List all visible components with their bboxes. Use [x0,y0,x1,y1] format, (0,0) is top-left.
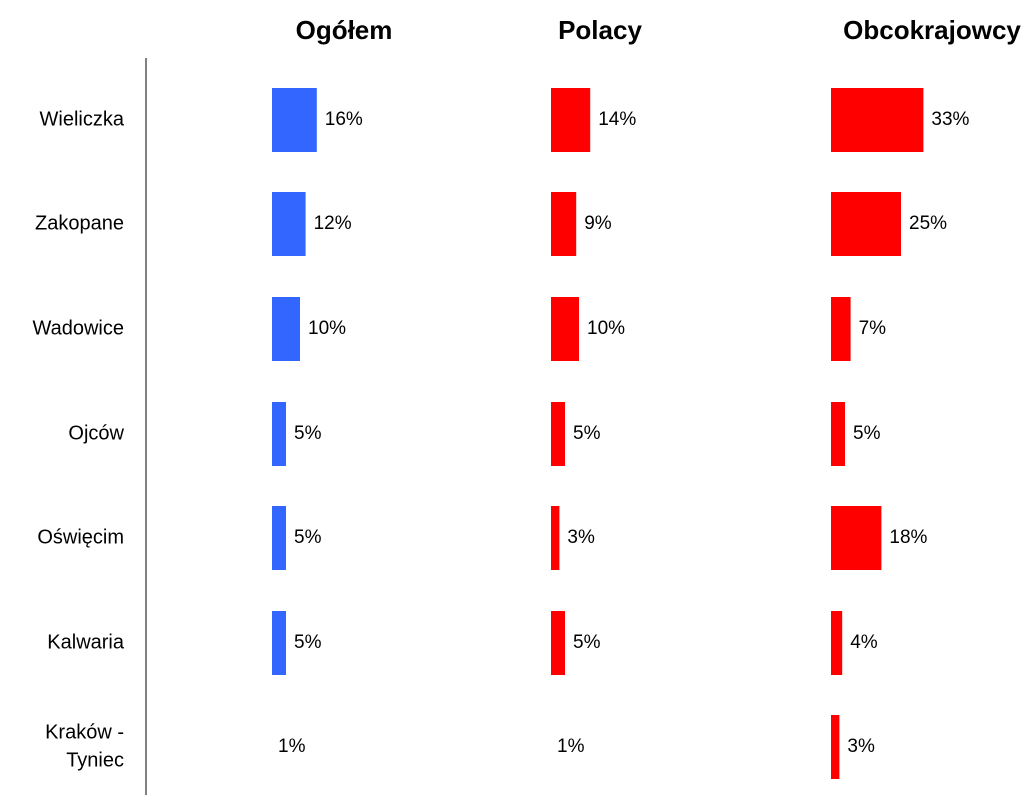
value-label-0-5: 5% [294,632,322,653]
bar-2-2 [831,297,851,361]
value-label-1-1: 9% [584,213,612,234]
value-label-1-0: 14% [598,109,636,130]
category-label-3: Ojców [68,422,124,444]
bar-2-5 [831,611,843,675]
bar-1-2 [551,297,579,361]
value-label-2-4: 18% [889,527,927,548]
category-labels: Wieliczka Zakopane Wadowice Ojców Oświęcim Ka… [32,108,124,771]
category-label-6-line-1: Tyniec [66,749,124,771]
bar-0-4 [272,506,286,570]
value-labels: 16% 12% 10% 5% 5% 5% 1% 14% 9% 10% 5% 3% 5% 1% 33% 25% 7… [278,109,970,757]
bar-0-5 [272,611,286,675]
value-label-2-2: 7% [859,318,887,339]
bar-1-4 [551,506,560,570]
value-label-0-0: 16% [325,109,363,130]
value-label-0-4: 5% [294,527,322,548]
panel-header-0: Ogółem [296,15,393,45]
value-label-2-6: 3% [847,736,875,757]
panel-header-2: Obcokrajowcy [843,15,1021,45]
value-label-1-3: 5% [573,423,601,444]
bar-2-3 [831,402,845,466]
bar-0-2 [272,297,300,361]
value-label-2-0: 33% [931,109,969,130]
category-label-2: Wadowice [32,317,124,339]
panel-headers: Ogółem Polacy Obcokrajowcy [296,15,1022,45]
bar-1-0 [551,88,591,152]
bar-0-3 [272,402,286,466]
value-label-0-6: 1% [278,736,306,757]
bar-0-0 [272,88,317,152]
bars [272,88,924,779]
bar-2-1 [831,192,901,256]
value-label-0-2: 10% [308,318,346,339]
bar-1-1 [551,192,577,256]
bar-2-4 [831,506,882,570]
value-label-1-4: 3% [567,527,595,548]
value-label-0-3: 5% [294,423,322,444]
bar-1-5 [551,611,565,675]
category-label-1: Zakopane [35,212,124,234]
bar-2-0 [831,88,924,152]
bar-2-6 [831,715,840,779]
value-label-2-3: 5% [853,423,881,444]
value-label-1-5: 5% [573,632,601,653]
category-label-5: Kalwaria [47,631,125,653]
category-label-0: Wieliczka [40,108,125,130]
bar-0-1 [272,192,306,256]
value-label-1-6: 1% [557,736,585,757]
category-label-6-line-0: Kraków - [45,721,124,743]
panel-header-1: Polacy [558,15,642,45]
category-label-4: Oświęcim [37,526,124,548]
value-label-0-1: 12% [314,213,352,234]
value-label-1-2: 10% [587,318,625,339]
bar-1-3 [551,402,565,466]
value-label-2-1: 25% [909,213,947,234]
value-label-2-5: 4% [850,632,878,653]
